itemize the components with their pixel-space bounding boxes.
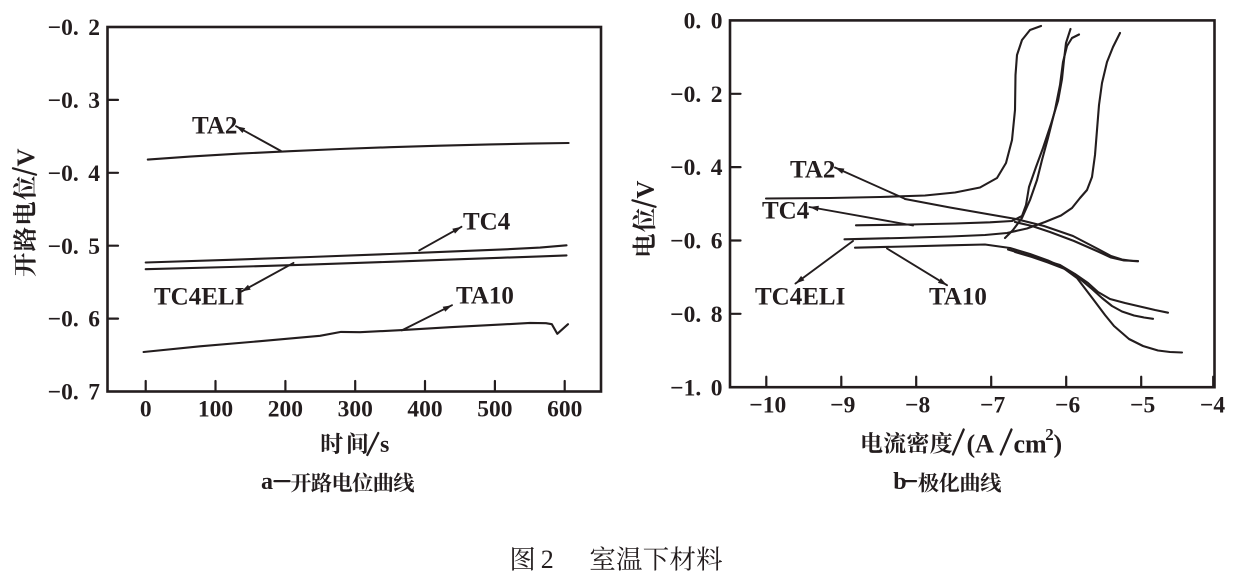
svg-text:−5: −5 — [1130, 393, 1155, 419]
svg-text:200: 200 — [268, 397, 303, 423]
svg-text:−10: −10 — [749, 393, 786, 419]
svg-text:a: a — [261, 469, 273, 495]
svg-text:TA2: TA2 — [192, 113, 237, 140]
svg-text:TC4: TC4 — [762, 198, 810, 225]
svg-text:−0. 2: −0. 2 — [48, 15, 100, 41]
svg-text:−4: −4 — [1200, 393, 1225, 419]
svg-text:b: b — [893, 469, 906, 495]
svg-text:TC4: TC4 — [463, 209, 511, 236]
svg-text:300: 300 — [338, 397, 373, 423]
svg-text:−7: −7 — [980, 393, 1005, 419]
svg-text:−0. 7: −0. 7 — [48, 380, 101, 406]
svg-text:−0. 3: −0. 3 — [48, 88, 100, 114]
svg-text:0: 0 — [140, 397, 152, 423]
svg-text:2: 2 — [541, 545, 554, 574]
svg-text:2: 2 — [1045, 425, 1054, 444]
svg-text:−0. 6: −0. 6 — [48, 307, 101, 333]
svg-text:): ) — [1054, 430, 1063, 459]
svg-text:s: s — [380, 432, 389, 458]
svg-text:TC4ELI: TC4ELI — [755, 284, 845, 311]
svg-text:−0. 8: −0. 8 — [670, 302, 722, 328]
svg-text:100: 100 — [198, 397, 233, 423]
svg-text:−8: −8 — [905, 393, 930, 419]
svg-text:−1. 0: −1. 0 — [670, 375, 722, 401]
svg-text:−9: −9 — [830, 393, 855, 419]
svg-text:V: V — [632, 181, 659, 199]
svg-text:TC4ELI: TC4ELI — [154, 284, 244, 311]
svg-text:TA2: TA2 — [790, 157, 835, 184]
svg-text:−0. 6: −0. 6 — [670, 229, 723, 255]
svg-text:cm: cm — [1014, 430, 1048, 459]
svg-text:(A: (A — [967, 430, 995, 459]
svg-text:TA10: TA10 — [929, 284, 987, 311]
svg-text:TA10: TA10 — [456, 283, 514, 310]
svg-text:600: 600 — [547, 397, 582, 423]
svg-text:−6: −6 — [1055, 393, 1080, 419]
svg-text:400: 400 — [407, 397, 442, 423]
svg-text:500: 500 — [477, 397, 512, 423]
svg-text:−0. 4: −0. 4 — [48, 161, 101, 187]
svg-text:−0. 4: −0. 4 — [670, 155, 723, 181]
svg-text:−0. 5: −0. 5 — [48, 234, 100, 260]
svg-text:V: V — [13, 148, 40, 166]
svg-text:−0. 2: −0. 2 — [670, 82, 722, 108]
